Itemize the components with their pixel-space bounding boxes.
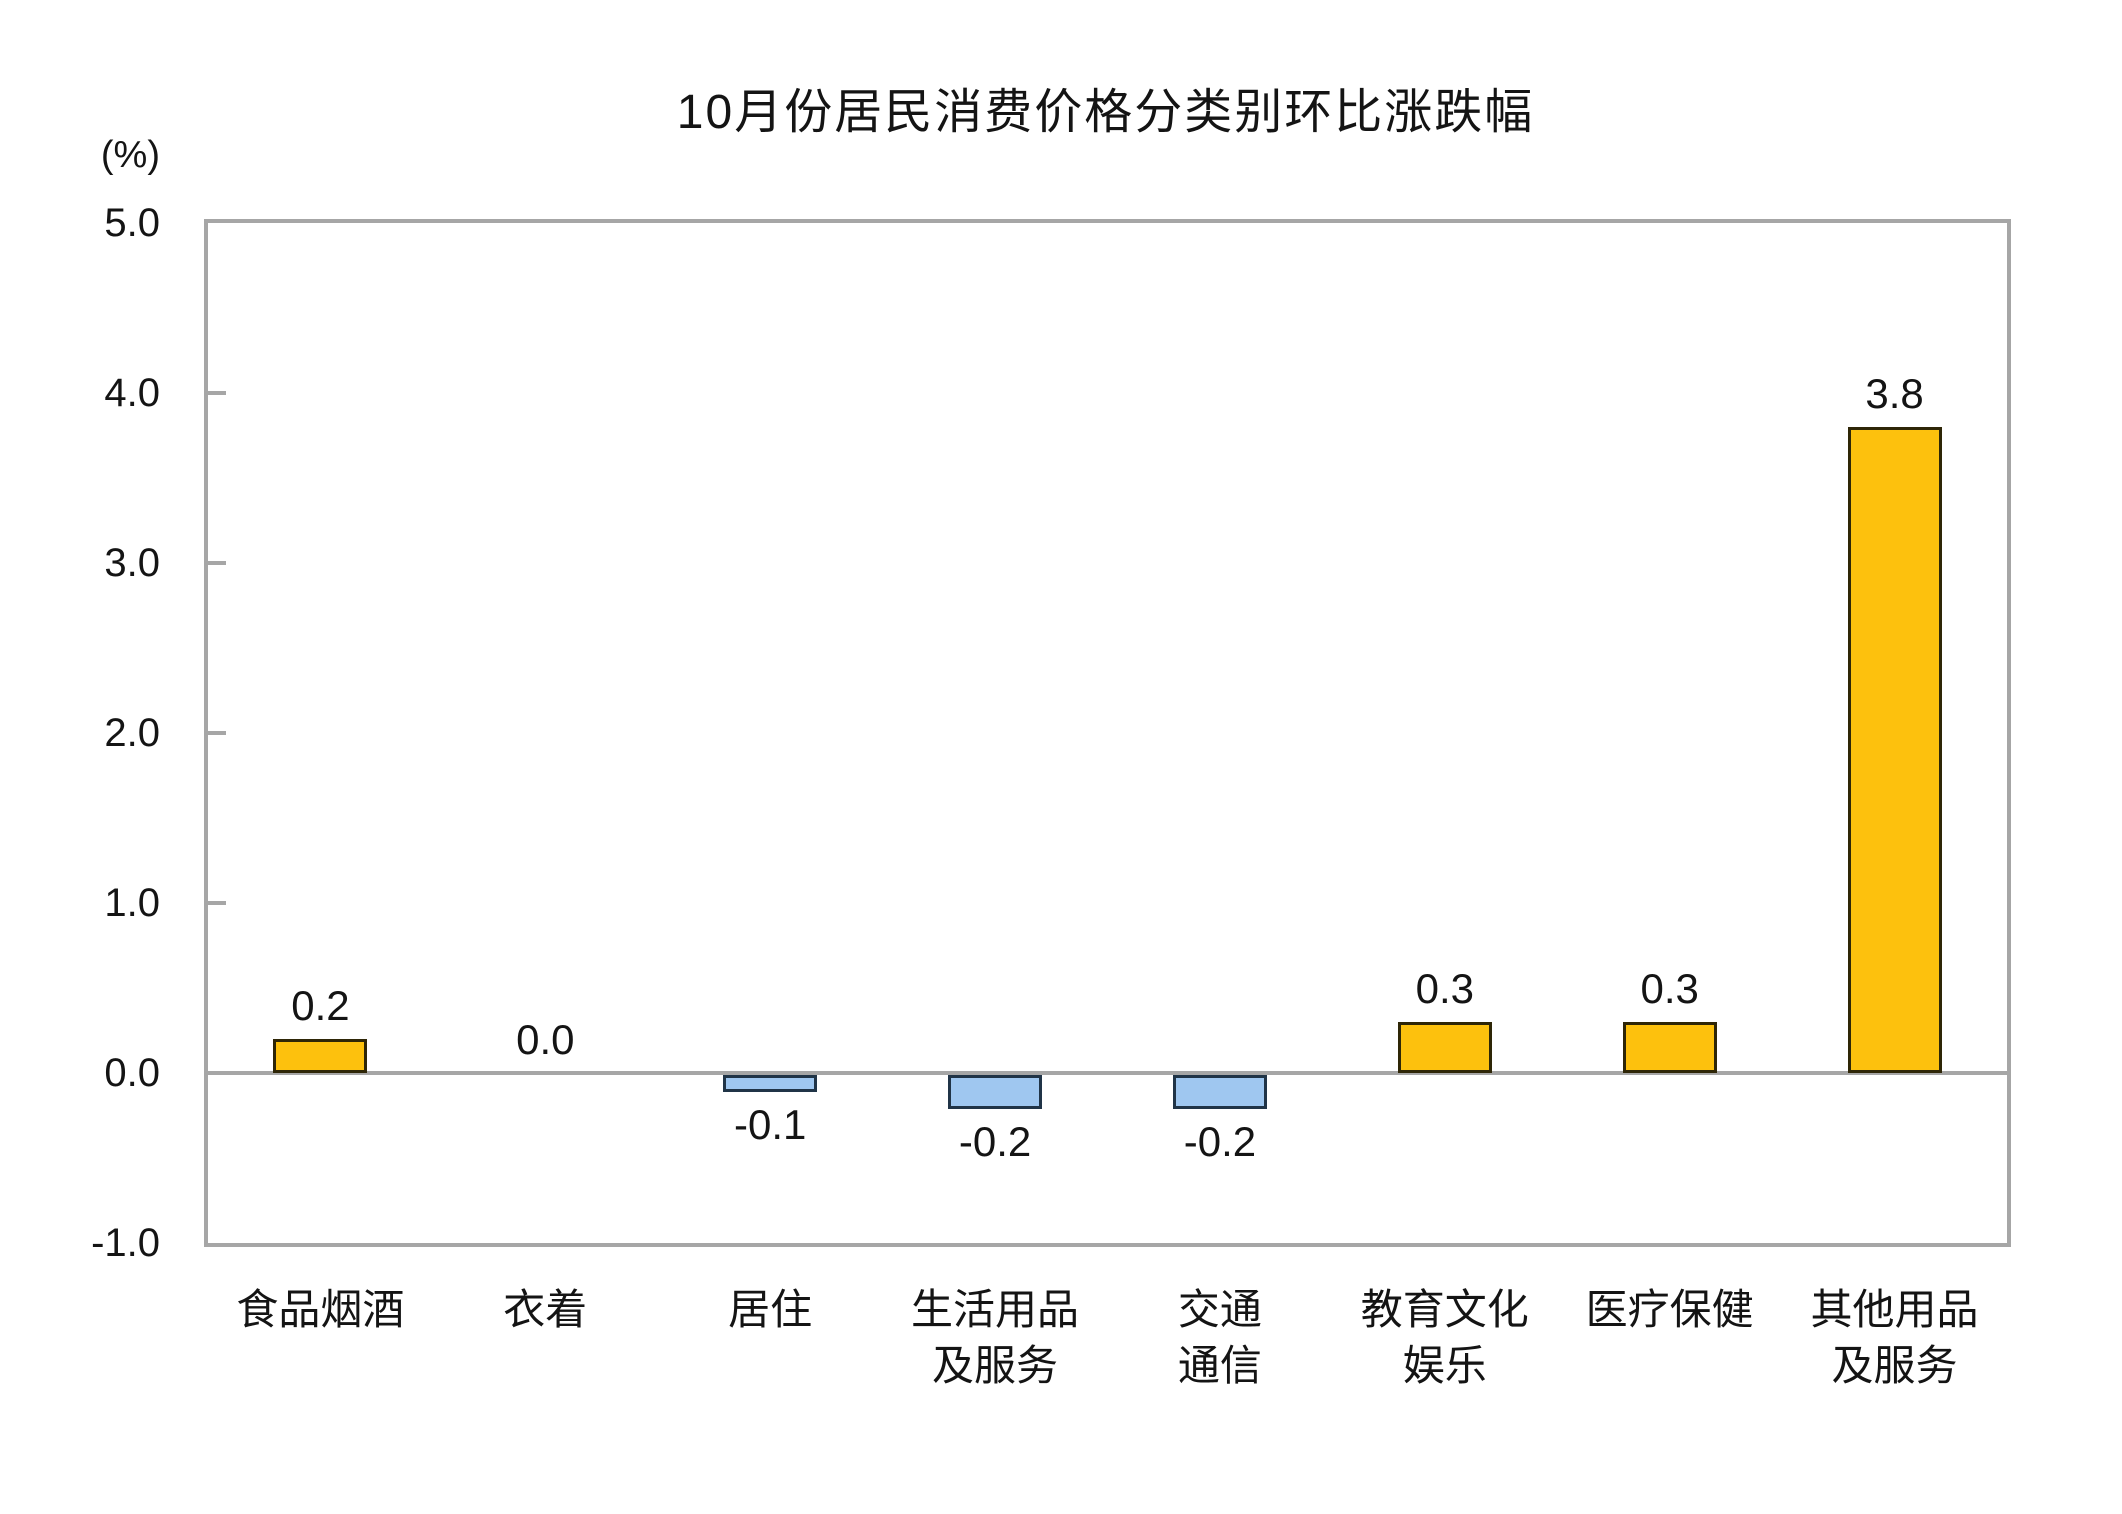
y-axis-unit-label: (%) — [100, 134, 160, 176]
bar-5 — [1172, 1075, 1267, 1109]
plot-area: 0.2 0.0 -0.1 -0.2 -0.2 0.3 0.3 3.8 — [204, 219, 2011, 1247]
bar-value-label: -0.1 — [734, 1101, 807, 1148]
bar-value-label: 0.3 — [1415, 965, 1474, 1012]
y-axis-tick-mark — [208, 901, 226, 905]
x-axis-category-label: 其他用品 及服务 — [1810, 1286, 1979, 1389]
bar-6 — [1397, 1022, 1492, 1073]
y-axis-tick-mark — [208, 561, 226, 565]
x-axis-category-label: 交通 通信 — [1177, 1286, 1262, 1389]
y-axis-tick-label: 4.0 — [104, 371, 160, 415]
bar-value-label: 3.8 — [1865, 370, 1924, 417]
zero-line — [208, 1071, 2007, 1075]
x-axis-category-label: 居住 — [728, 1286, 813, 1333]
bar-value-label: -0.2 — [958, 1118, 1032, 1165]
bar-value-label: 0.3 — [1640, 965, 1699, 1012]
x-axis-category-label: 食品烟酒 — [236, 1286, 405, 1333]
bar-value-label: 0.2 — [291, 982, 350, 1029]
x-axis-category-label: 衣着 — [503, 1286, 588, 1333]
bar-8 — [1847, 427, 1942, 1073]
y-axis-tick-label: -1.0 — [91, 1221, 160, 1265]
x-axis-category-label: 生活用品 及服务 — [911, 1286, 1080, 1389]
y-axis-tick-label: 0.0 — [104, 1051, 160, 1095]
y-axis-tick-label: 3.0 — [104, 541, 160, 585]
x-axis-category-label: 教育文化 娱乐 — [1360, 1286, 1529, 1389]
chart-title: 10月份居民消费价格分类别环比涨跌幅 — [676, 86, 1535, 139]
y-axis-tick-label: 5.0 — [104, 201, 160, 245]
y-axis-tick-label: 2.0 — [104, 711, 160, 755]
bar-4 — [948, 1075, 1043, 1109]
bar-7 — [1622, 1022, 1717, 1073]
bar-3 — [723, 1075, 818, 1092]
x-axis-category-label: 医疗保健 — [1585, 1286, 1754, 1333]
bar-value-label: 0.0 — [516, 1016, 575, 1063]
bar-1 — [273, 1039, 368, 1073]
y-axis-tick-mark — [208, 391, 226, 395]
y-axis-tick-mark — [208, 731, 226, 735]
bar-value-label: -0.2 — [1183, 1118, 1257, 1165]
y-axis-tick-label: 1.0 — [104, 881, 160, 925]
